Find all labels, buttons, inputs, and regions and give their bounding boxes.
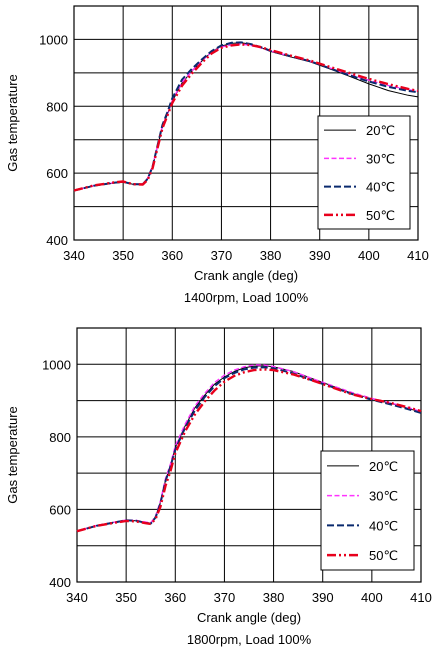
series-line-4 [73, 43, 419, 192]
x-tick-label: 390 [309, 248, 331, 263]
legend-label-4: 50℃ [366, 208, 395, 223]
y-tick-label: 400 [46, 233, 68, 248]
y-tick-label: 1000 [42, 357, 71, 372]
x-axis-label: Crank angle (deg) [197, 610, 301, 625]
y-tick-label: 600 [46, 166, 68, 181]
chart-caption: 1800rpm, Load 100% [187, 632, 312, 647]
y-tick-label: 1000 [39, 32, 68, 47]
legend-box [317, 115, 411, 230]
plot-frame [76, 327, 422, 583]
x-tick-label: 400 [358, 248, 380, 263]
legend-label-3: 40℃ [369, 518, 398, 533]
x-tick-label: 380 [260, 248, 282, 263]
series-line-3 [73, 41, 419, 192]
series-line-4 [76, 368, 422, 533]
y-axis-label: Gas temperature [5, 406, 20, 504]
legend-label-1: 20℃ [369, 459, 398, 474]
x-axis-label: Crank angle (deg) [194, 268, 298, 283]
x-tick-label: 340 [63, 248, 85, 263]
y-tick-label: 800 [46, 99, 68, 114]
legend-label-2: 30℃ [366, 151, 395, 166]
x-tick-label: 370 [214, 590, 236, 605]
chart-1800rpm: 340 350 360 370 380 390 400 410 400 600 800 1000 20℃… [5, 327, 432, 647]
x-tick-label: 350 [112, 248, 134, 263]
y-tick-label: 400 [49, 575, 71, 590]
legend-label-4: 50℃ [369, 548, 398, 563]
x-tick-label: 340 [66, 590, 88, 605]
chart-1400rpm: 340 350 360 370 380 390 400 410 400 600 800 1000 20℃… [5, 5, 429, 305]
legend-label-1: 20℃ [366, 123, 395, 138]
y-tick-label: 800 [49, 430, 71, 445]
x-tick-label: 360 [164, 590, 186, 605]
x-tick-label: 350 [115, 590, 137, 605]
x-tick-label: 360 [161, 248, 183, 263]
legend: 20℃ 30℃ 40℃ 50℃ [320, 450, 415, 571]
x-tick-label: 370 [211, 248, 233, 263]
legend-box [320, 450, 415, 571]
series-line-3 [76, 366, 422, 533]
legend-label-3: 40℃ [366, 180, 395, 195]
y-axis-label: Gas temperature [5, 74, 20, 172]
x-tick-label: 410 [407, 248, 429, 263]
x-tick-label: 400 [361, 590, 383, 605]
chart-caption: 1400rpm, Load 100% [184, 290, 309, 305]
x-tick-label: 380 [263, 590, 285, 605]
plot-frame [73, 5, 419, 241]
y-tick-label: 600 [49, 502, 71, 517]
x-tick-label: 390 [312, 590, 334, 605]
legend-label-2: 30℃ [369, 489, 398, 504]
x-tick-label: 410 [410, 590, 432, 605]
legend: 20℃ 30℃ 40℃ 50℃ [317, 115, 411, 230]
